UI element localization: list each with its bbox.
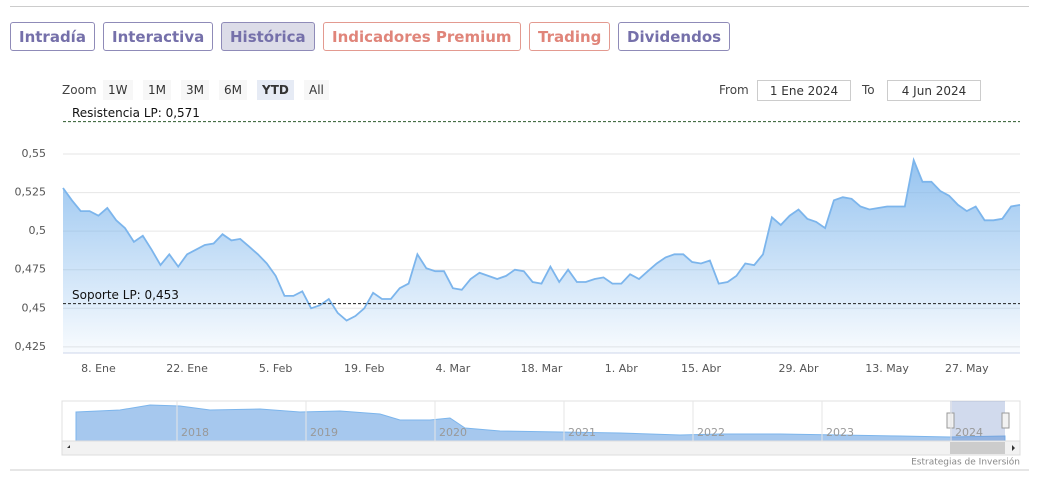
navigator-handle[interactable]: [1001, 412, 1010, 429]
tab[interactable]: Indicadores Premium: [323, 22, 521, 51]
plot-line-label: Soporte LP: 0,453: [72, 288, 179, 302]
from-input[interactable]: 1 Ene 2024: [757, 80, 851, 101]
tab[interactable]: Interactiva: [103, 22, 214, 51]
y-tick-label: 0,425: [15, 340, 47, 353]
x-tick-label: 13. May: [865, 362, 909, 375]
scrollbar-thumb[interactable]: [950, 442, 1005, 454]
top-rule: [10, 6, 1029, 7]
navigator-year: 2021: [568, 426, 596, 439]
line: [62, 157, 1021, 322]
x-tick-label: 1. Abr: [605, 362, 638, 375]
zoom-button[interactable]: 3M: [181, 80, 209, 100]
zoom-button[interactable]: 1M: [143, 80, 171, 100]
x-tick-label: 8. Ene: [81, 362, 116, 375]
navigator-selection[interactable]: [950, 401, 1005, 441]
y-tick-label: 0,525: [15, 186, 47, 199]
x-tick-label: 29. Abr: [778, 362, 818, 375]
y-tick-label: 0,475: [15, 263, 47, 276]
navigator-year: 2019: [310, 426, 338, 439]
tab[interactable]: Histórica: [221, 22, 315, 51]
tab[interactable]: Intradía: [10, 22, 95, 51]
zoom-button[interactable]: All: [304, 80, 329, 100]
x-tick-label: 15. Abr: [681, 362, 721, 375]
to-label: To: [862, 83, 875, 97]
navigator-year: 2018: [181, 426, 209, 439]
y-tick-label: 0,55: [22, 147, 47, 160]
zoom-label: Zoom: [62, 83, 97, 97]
x-tick-label: 4. Mar: [436, 362, 471, 375]
credit: Estrategias de Inversión: [911, 457, 1020, 468]
navigator-year: 2020: [439, 426, 467, 439]
plot-line-label: Resistencia LP: 0,571: [72, 106, 200, 120]
zoom-button[interactable]: 6M: [219, 80, 247, 100]
x-tick-label: 19. Feb: [344, 362, 384, 375]
zoom-button[interactable]: 1W: [103, 80, 133, 100]
y-tick-label: 0,45: [22, 301, 47, 314]
x-tick-label: 5. Feb: [259, 362, 292, 375]
zoom-button[interactable]: YTD: [257, 80, 294, 100]
y-tick-label: 0,5: [29, 224, 47, 237]
navigator-year: 2023: [826, 426, 854, 439]
x-tick-label: 22. Ene: [166, 362, 208, 375]
area: [63, 160, 1020, 353]
navigator-series: [75, 404, 1006, 442]
tab[interactable]: Trading: [529, 22, 611, 51]
navigator-year: 2022: [697, 426, 725, 439]
x-tick-label: 27. May: [945, 362, 989, 375]
navigator: [61, 400, 1021, 456]
navigator-year: 2024: [955, 426, 983, 439]
scrollbar[interactable]: [61, 440, 1021, 456]
from-label: From: [719, 83, 749, 97]
x-tick-label: 18. Mar: [521, 362, 563, 375]
to-input[interactable]: 4 Jun 2024: [887, 80, 981, 101]
tab[interactable]: Dividendos: [618, 22, 731, 51]
